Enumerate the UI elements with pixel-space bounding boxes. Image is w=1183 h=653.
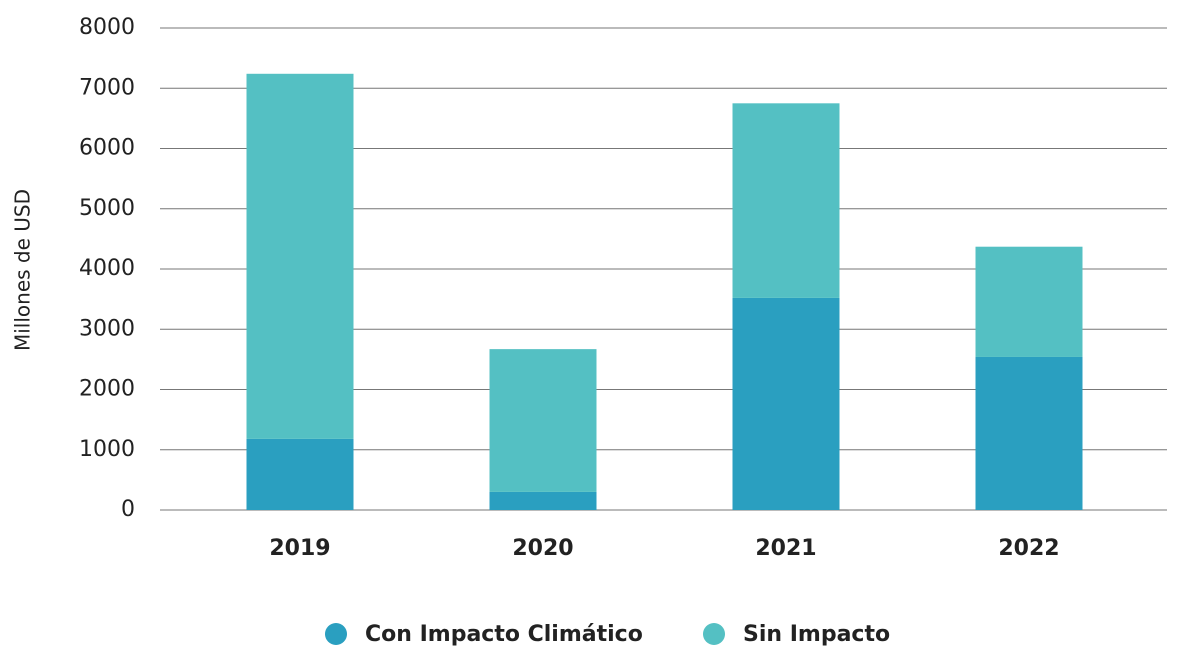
- bar-segment: [732, 297, 840, 510]
- x-tick-label: 2021: [755, 536, 816, 561]
- y-axis-label: Millones de USD: [11, 189, 35, 351]
- y-tick-label: 4000: [79, 256, 135, 281]
- y-tick-label: 0: [121, 497, 135, 522]
- bar-segment: [489, 491, 597, 510]
- y-tick-label: 8000: [79, 15, 135, 40]
- y-tick-label: 5000: [79, 196, 135, 221]
- x-tick-label: 2019: [269, 536, 330, 561]
- legend-label: Con Impacto Climático: [365, 622, 643, 647]
- bar-segment: [975, 356, 1083, 510]
- bar-segment: [246, 438, 354, 510]
- y-tick-label: 6000: [79, 136, 135, 161]
- bar-segment: [489, 349, 597, 492]
- y-tick-label: 1000: [79, 437, 135, 462]
- y-tick-label: 3000: [79, 316, 135, 341]
- bar-segment: [246, 73, 354, 439]
- x-tick-label: 2022: [998, 536, 1059, 561]
- bar-segment: [732, 103, 840, 298]
- legend-swatch: [325, 623, 347, 645]
- legend-label: Sin Impacto: [743, 622, 890, 647]
- y-tick-label: 7000: [79, 75, 135, 100]
- legend-swatch: [703, 623, 725, 645]
- bar-segment: [975, 246, 1083, 357]
- x-tick-label: 2020: [512, 536, 573, 561]
- y-tick-label: 2000: [79, 377, 135, 402]
